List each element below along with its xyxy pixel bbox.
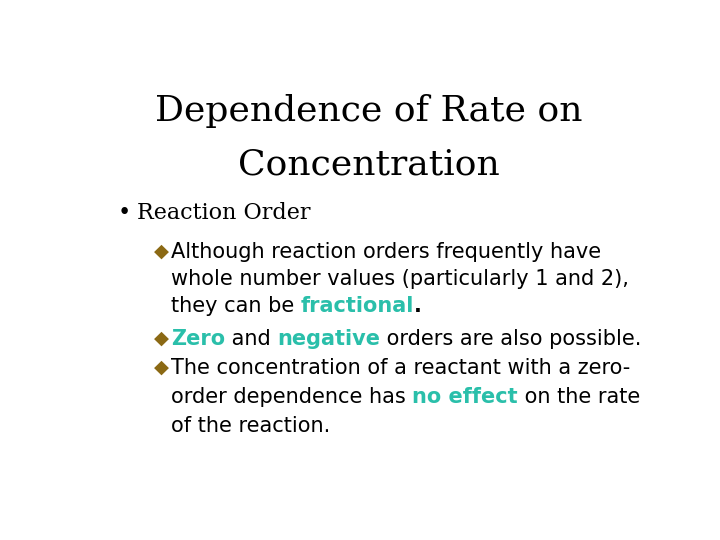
- Text: Dependence of Rate on: Dependence of Rate on: [156, 94, 582, 128]
- Text: they can be: they can be: [171, 295, 301, 315]
- Text: Concentration: Concentration: [238, 148, 500, 182]
- Text: of the reaction.: of the reaction.: [171, 416, 330, 436]
- Text: negative: negative: [277, 329, 380, 349]
- Text: The concentration of a reactant with a zero-: The concentration of a reactant with a z…: [171, 358, 630, 378]
- Text: ◆: ◆: [154, 358, 169, 377]
- Text: whole number values (particularly 1 and 2),: whole number values (particularly 1 and …: [171, 268, 629, 288]
- Text: .: .: [414, 295, 422, 315]
- Text: orders are also possible.: orders are also possible.: [380, 329, 642, 349]
- Text: ◆: ◆: [154, 241, 169, 260]
- Text: Reaction Order: Reaction Order: [138, 202, 311, 224]
- Text: order dependence has: order dependence has: [171, 387, 413, 407]
- Text: fractional: fractional: [301, 295, 414, 315]
- Text: and: and: [225, 329, 277, 349]
- Text: ◆: ◆: [154, 329, 169, 348]
- Text: Although reaction orders frequently have: Although reaction orders frequently have: [171, 241, 601, 261]
- Text: on the rate: on the rate: [518, 387, 640, 407]
- Text: •: •: [118, 202, 131, 224]
- Text: Zero: Zero: [171, 329, 225, 349]
- Text: no effect: no effect: [413, 387, 518, 407]
